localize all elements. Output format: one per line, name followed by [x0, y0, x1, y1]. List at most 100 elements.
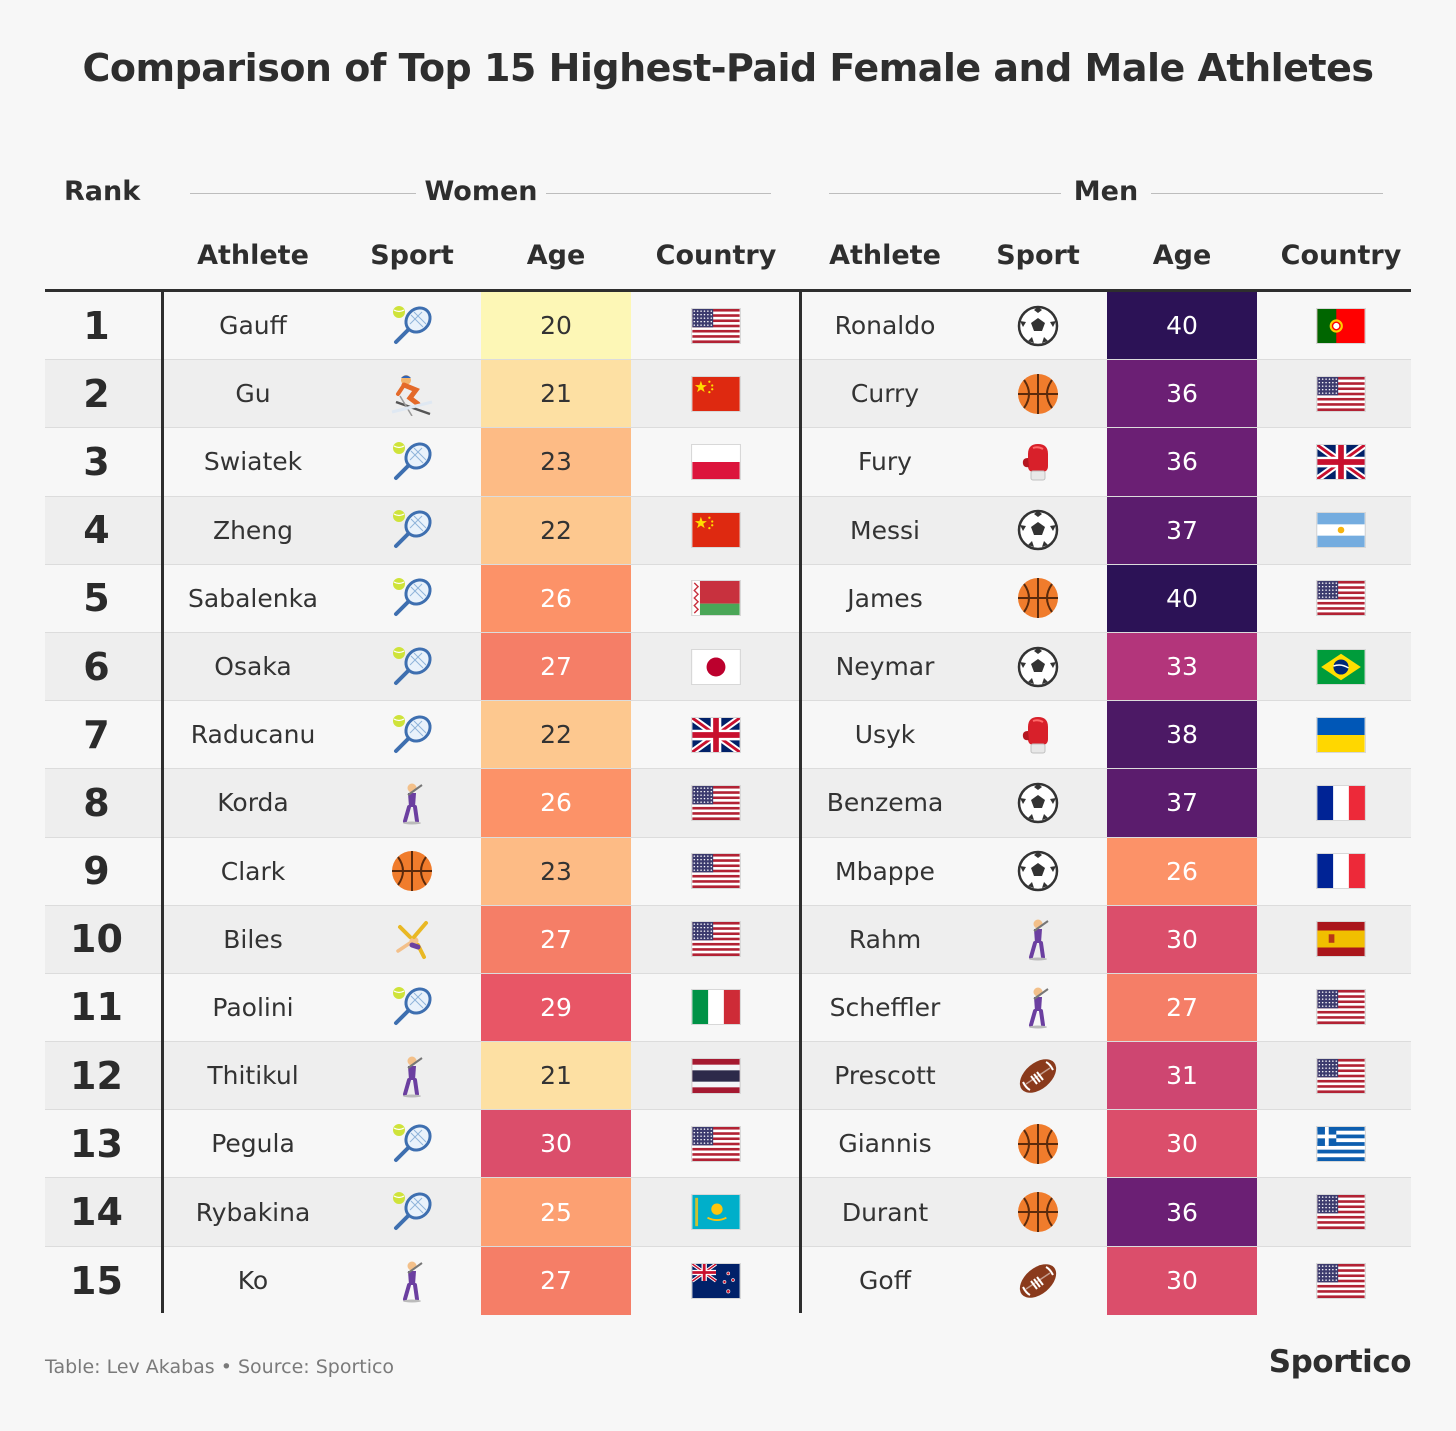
football-icon [963, 1247, 1113, 1315]
men-athlete-name: Messi [850, 515, 920, 545]
women-country-cell [641, 769, 791, 836]
flag-china [691, 512, 741, 549]
flag-usa [691, 921, 741, 958]
men-header: Men [1073, 176, 1139, 207]
men-sport-header: Sport [996, 240, 1080, 271]
golf-icon [337, 769, 487, 836]
men-country-cell [1266, 292, 1416, 359]
table-row: 8 Korda 26 Benzema 37 [45, 769, 1411, 838]
table-row: 7 Raducanu 22 Usyk 38 [45, 701, 1411, 770]
women-country-cell [641, 633, 791, 700]
rank-number: 8 [83, 780, 110, 825]
women-age-cell: 26 [481, 769, 631, 837]
flag-portugal [1316, 307, 1366, 344]
women-athlete-name: Clark [220, 856, 286, 886]
flag-france [1316, 784, 1366, 821]
men-age-cell: 40 [1107, 292, 1257, 360]
table-row: 13 Pegula 30 Giannis 30 [45, 1110, 1411, 1179]
men-country-header: Country [1280, 240, 1402, 271]
women-country-cell [641, 701, 791, 768]
rank-divider [161, 292, 164, 1313]
men-athlete-header: Athlete [829, 240, 941, 271]
women-country-cell [641, 1042, 791, 1109]
basketball-icon [963, 565, 1113, 632]
basketball-icon [963, 1178, 1113, 1245]
table-row: 9 Clark 23 Mbappe 26 [45, 837, 1411, 906]
rank-number: 14 [70, 1190, 123, 1235]
soccer-icon [963, 497, 1113, 564]
men-country-cell [1266, 497, 1416, 564]
women-athlete-name: Zheng [212, 515, 294, 545]
men-athlete-name: Rahm [848, 924, 922, 954]
table-row: 12 Thitikul 21 Prescott 31 [45, 1042, 1411, 1111]
women-country-cell [641, 1247, 791, 1315]
flag-usa [691, 1125, 741, 1162]
men-athlete-name: Fury [858, 447, 912, 477]
men-age-cell: 36 [1107, 360, 1257, 428]
table-body: 1 Gauff 20 Ronaldo 40 2 Gu 21 Curry 36 3 Swiatek 23 F… [45, 292, 1411, 1315]
gender-divider [799, 292, 802, 1313]
flag-japan [691, 648, 741, 685]
chart-title: Comparison of Top 15 Highest-Paid Female… [82, 46, 1374, 90]
men-header-line-left [829, 193, 1061, 194]
women-header-line-left [190, 193, 416, 194]
rank-number: 6 [83, 644, 110, 689]
men-age-cell: 36 [1107, 1178, 1257, 1246]
women-country-cell [641, 838, 791, 905]
men-country-cell [1266, 974, 1416, 1041]
women-country-cell [641, 1178, 791, 1245]
table-top-rule [45, 289, 1411, 292]
men-athlete-name: Durant [841, 1197, 929, 1227]
rank-number: 9 [83, 849, 110, 894]
boxing-icon [963, 701, 1113, 768]
women-athlete-name: Gu [235, 379, 271, 409]
men-age-cell: 37 [1107, 769, 1257, 837]
men-age-cell: 40 [1107, 564, 1257, 632]
women-country-cell [641, 974, 791, 1041]
women-age-cell: 21 [481, 1042, 631, 1110]
table-row: 3 Swiatek 23 Fury 36 [45, 428, 1411, 497]
flag-usa [1316, 580, 1366, 617]
basketball-icon [963, 1110, 1113, 1177]
football-icon [963, 1042, 1113, 1109]
men-age-cell: 37 [1107, 496, 1257, 564]
flag-usa [1316, 989, 1366, 1026]
rank-number: 12 [70, 1053, 123, 1098]
table-row: 4 Zheng 22 Messi 37 [45, 496, 1411, 565]
men-athlete-name: James [847, 583, 923, 613]
men-country-cell [1266, 701, 1416, 768]
men-country-cell [1266, 1110, 1416, 1177]
rank-number: 10 [70, 917, 123, 962]
men-country-cell [1266, 769, 1416, 836]
rank-number: 2 [83, 371, 110, 416]
tennis-icon [337, 428, 487, 495]
flag-france [1316, 853, 1366, 890]
table-row: 10 Biles 27 Rahm 30 [45, 905, 1411, 974]
women-athlete-name: Gauff [219, 311, 287, 341]
women-age-cell: 22 [481, 496, 631, 564]
table-row: 15 Ko 27 Goff 30 [45, 1246, 1411, 1315]
basketball-icon [337, 838, 487, 905]
women-header: Women [424, 176, 538, 207]
flag-belarus [691, 580, 741, 617]
women-country-cell [641, 906, 791, 973]
flag-new-zealand [691, 1262, 741, 1299]
women-athlete-name: Biles [223, 924, 283, 954]
flag-usa [691, 307, 741, 344]
flag-italy [691, 989, 741, 1026]
men-athlete-name: Usyk [854, 720, 916, 750]
flag-thailand [691, 1057, 741, 1094]
flag-argentina [1316, 512, 1366, 549]
men-age-cell: 36 [1107, 428, 1257, 496]
rank-number: 13 [70, 1121, 123, 1166]
soccer-icon [963, 838, 1113, 905]
flag-ukraine [1316, 716, 1366, 753]
table-row: 1 Gauff 20 Ronaldo 40 [45, 292, 1411, 361]
golf-icon [963, 906, 1113, 973]
men-country-cell [1266, 1247, 1416, 1315]
women-age-cell: 30 [481, 1110, 631, 1178]
men-age-cell: 33 [1107, 632, 1257, 701]
women-age-cell: 25 [481, 1178, 631, 1246]
women-age-cell: 22 [481, 701, 631, 769]
flag-china [691, 375, 741, 412]
